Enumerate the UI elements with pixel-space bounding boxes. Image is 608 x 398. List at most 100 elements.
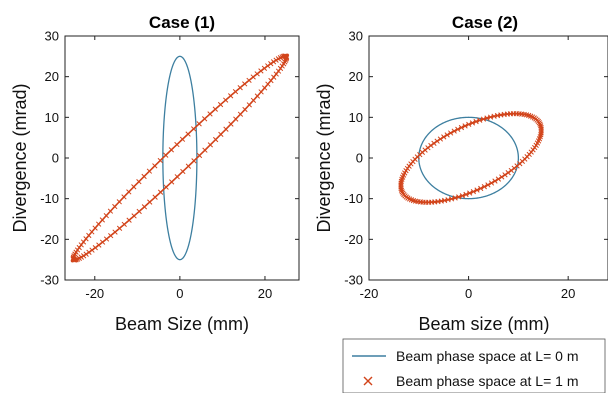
y-tick-label: 0 bbox=[52, 151, 59, 166]
x-marker-point bbox=[283, 56, 289, 62]
x-marker-point bbox=[474, 187, 480, 193]
x-marker-point bbox=[116, 199, 122, 205]
x-marker-point bbox=[283, 55, 290, 61]
chart-case-1: Case (1) -30 -20 -10 0 10 20 30 -20 0 20 Beam Siz… bbox=[10, 13, 300, 334]
x-marker-point bbox=[163, 152, 169, 158]
x-marker-point bbox=[462, 123, 468, 129]
x-marker-point bbox=[505, 170, 511, 176]
x-marker-point bbox=[112, 229, 118, 235]
x-marker-point bbox=[536, 120, 542, 126]
x-marker-point bbox=[233, 116, 239, 122]
legend-label-final: Beam phase space at L= 1 m bbox=[396, 373, 579, 389]
x-marker-point bbox=[121, 221, 127, 228]
x-marker-point bbox=[232, 88, 239, 95]
y-tick-label: -30 bbox=[40, 273, 59, 288]
x-marker-point bbox=[477, 117, 483, 123]
x-marker-point bbox=[185, 163, 192, 169]
x-marker-point bbox=[508, 167, 514, 174]
y-tick-label: 10 bbox=[349, 110, 363, 125]
x-tick-label: 20 bbox=[561, 286, 575, 301]
x-marker-point bbox=[136, 179, 142, 185]
x-marker-point bbox=[223, 126, 229, 132]
x-marker-point bbox=[250, 97, 257, 104]
x-marker-point bbox=[96, 242, 102, 248]
x-marker-point bbox=[207, 111, 213, 117]
y-tick-label: 10 bbox=[45, 110, 59, 125]
legend: Beam phase space at L= 0 m Beam phase sp… bbox=[342, 338, 606, 394]
x-marker-point bbox=[80, 253, 87, 259]
x-marker-point bbox=[495, 176, 502, 182]
legend-x-marker bbox=[363, 376, 373, 386]
axis-ticks: -30 -20 -10 0 10 20 30 -20 0 20 bbox=[40, 29, 299, 301]
x-marker-point bbox=[485, 182, 491, 188]
y-tick-label: -10 bbox=[40, 191, 59, 206]
y-tick-label: 0 bbox=[356, 151, 363, 166]
x-marker-point bbox=[152, 163, 158, 169]
x-marker-point bbox=[136, 208, 142, 215]
x-marker-point bbox=[121, 194, 127, 200]
x-marker-point bbox=[484, 115, 490, 121]
y-tick-label: -30 bbox=[344, 273, 363, 288]
x-marker-point bbox=[478, 185, 484, 192]
x-marker-point bbox=[480, 116, 487, 122]
x-marker-point bbox=[107, 208, 114, 214]
x-marker-point bbox=[207, 142, 213, 148]
x-marker-point bbox=[431, 140, 437, 146]
x-marker-point bbox=[157, 157, 163, 164]
x-marker-point bbox=[458, 124, 465, 131]
x-marker-point bbox=[473, 118, 479, 125]
x-marker-point bbox=[246, 102, 252, 108]
x-marker-point bbox=[538, 124, 544, 131]
x-marker-point bbox=[270, 59, 277, 65]
x-marker-point bbox=[103, 212, 109, 219]
x-marker-point bbox=[441, 134, 447, 140]
x-marker-point bbox=[488, 180, 495, 186]
y-tick-label: -20 bbox=[344, 232, 363, 247]
y-tick-label: 30 bbox=[45, 29, 59, 44]
x-marker-point bbox=[246, 77, 252, 83]
x-marker-point bbox=[456, 194, 462, 200]
x-marker-point bbox=[201, 116, 208, 122]
x-marker-point bbox=[283, 54, 290, 60]
series-outline-final bbox=[400, 112, 543, 204]
x-marker-point bbox=[99, 239, 106, 245]
x-marker-point bbox=[268, 61, 274, 67]
x-marker-point bbox=[86, 249, 92, 255]
x-marker-point bbox=[448, 130, 454, 136]
x-marker-point bbox=[218, 131, 224, 137]
x-marker-point bbox=[73, 257, 79, 263]
x-marker-point bbox=[258, 68, 264, 74]
x-marker-point bbox=[265, 63, 271, 69]
x-marker-point bbox=[538, 123, 544, 129]
x-marker-point bbox=[168, 147, 174, 153]
x-marker-point bbox=[467, 190, 473, 196]
y-tick-label: 30 bbox=[349, 29, 363, 44]
x-marker-point bbox=[103, 236, 110, 242]
x-marker-point bbox=[451, 128, 457, 134]
x-marker-point bbox=[237, 111, 244, 117]
x-marker-point bbox=[444, 132, 450, 138]
x-marker-point bbox=[146, 168, 153, 174]
x-marker-point bbox=[141, 204, 148, 210]
x-marker-point bbox=[212, 106, 218, 112]
x-marker-point bbox=[466, 121, 472, 128]
y-tick-label: -10 bbox=[344, 191, 363, 206]
series-line-initial bbox=[418, 116, 520, 200]
x-marker-point bbox=[126, 217, 132, 223]
x-marker-point bbox=[273, 57, 279, 63]
x-marker-point bbox=[169, 179, 175, 185]
x-marker-point bbox=[227, 93, 234, 99]
y-tick-label: 20 bbox=[349, 69, 363, 84]
x-marker-point bbox=[141, 173, 147, 180]
x-marker-point bbox=[108, 233, 114, 239]
x-marker-point bbox=[152, 194, 158, 200]
x-axis-label: Beam Size (mm) bbox=[115, 314, 249, 334]
x-marker-point bbox=[174, 174, 180, 180]
x-marker-point bbox=[470, 188, 477, 195]
x-marker-point bbox=[398, 185, 404, 192]
x-marker-point bbox=[185, 131, 191, 137]
x-marker-point bbox=[116, 225, 123, 231]
x-tick-label: -20 bbox=[85, 286, 104, 301]
x-marker-point bbox=[455, 126, 461, 132]
